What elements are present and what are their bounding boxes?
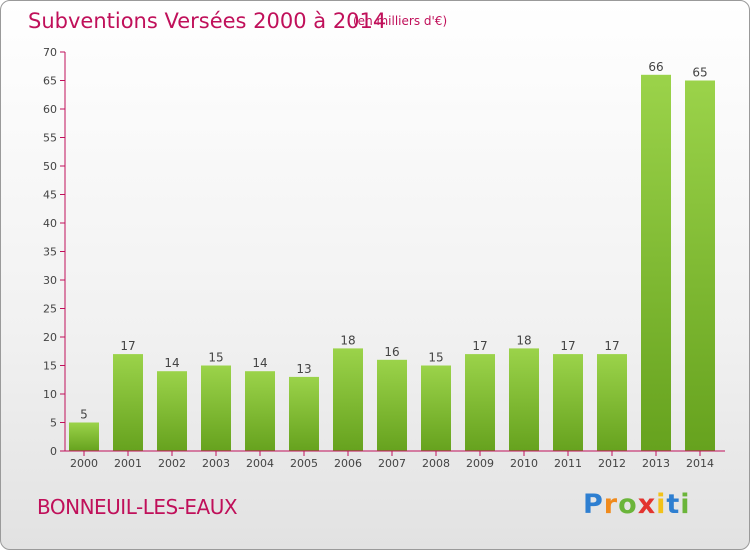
bar-value-label: 13: [296, 362, 311, 376]
logo-letter: i: [680, 489, 691, 520]
bar-value-label: 65: [692, 66, 707, 80]
x-tick-label: 2014: [686, 457, 714, 470]
x-tick-label: 2008: [422, 457, 450, 470]
x-tick-label: 2000: [70, 457, 98, 470]
bar-value-label: 66: [648, 60, 663, 74]
logo-letter: r: [603, 489, 619, 520]
bar-value-label: 17: [560, 339, 575, 353]
bar-2006[interactable]: [333, 348, 363, 451]
y-tick-label: 70: [43, 46, 57, 59]
bar-value-label: 15: [428, 351, 443, 365]
logo-letter: o: [618, 489, 638, 520]
bar-2005[interactable]: [289, 376, 319, 451]
logo-letter: i: [656, 489, 667, 520]
x-tick-label: 2013: [642, 457, 670, 470]
y-tick-label: 35: [43, 246, 57, 259]
bar-2011[interactable]: [553, 354, 583, 451]
x-tick-label: 2007: [378, 457, 406, 470]
logo-letter: P: [583, 489, 604, 520]
bar-2014[interactable]: [685, 80, 715, 452]
y-tick-label: 10: [43, 388, 57, 401]
x-tick-label: 2009: [466, 457, 494, 470]
bar-2008[interactable]: [421, 365, 451, 452]
logo-letter: x: [637, 489, 657, 520]
x-tick-label: 2005: [290, 457, 318, 470]
x-tick-label: 2006: [334, 457, 362, 470]
chart-title: Subventions Versées 2000 à 2014: [28, 9, 387, 33]
bar-2002[interactable]: [157, 371, 187, 451]
y-tick-label: 20: [43, 331, 57, 344]
y-tick-label: 65: [43, 75, 57, 88]
y-tick-label: 5: [50, 417, 57, 430]
bar-2003[interactable]: [201, 365, 231, 452]
x-tick-label: 2001: [114, 457, 142, 470]
y-tick-label: 50: [43, 160, 57, 173]
x-tick-label: 2004: [246, 457, 274, 470]
y-tick-label: 30: [43, 274, 57, 287]
bar-2000[interactable]: [69, 422, 99, 452]
bar-value-label: 17: [120, 339, 135, 353]
x-tick-label: 2003: [202, 457, 230, 470]
x-tick-label: 2002: [158, 457, 186, 470]
bar-value-label: 16: [384, 345, 399, 359]
y-tick-label: 15: [43, 360, 57, 373]
bar-2004[interactable]: [245, 371, 275, 451]
bar-2010[interactable]: [509, 348, 539, 451]
y-axis: 0 5 10 15 20 25 30 35 40 45 50 55 60 65 70: [43, 46, 66, 458]
bar-value-label: 15: [208, 351, 223, 365]
x-tick-label: 2011: [554, 457, 582, 470]
y-tick-label: 0: [50, 445, 57, 458]
bar-value-label: 18: [516, 333, 531, 347]
y-tick-label: 40: [43, 217, 57, 230]
bar-2001[interactable]: [113, 354, 143, 451]
x-tick-label: 2012: [598, 457, 626, 470]
bars: 5 17 14 15 14 13 18 16 15 17 18 17 17 66 65: [69, 60, 715, 452]
bar-2009[interactable]: [465, 354, 495, 451]
x-axis: 2000 2001 2002 2003 2004 2005 2006 2007 2008 2009…: [65, 450, 725, 470]
x-tick-label: 2010: [510, 457, 538, 470]
y-tick-label: 25: [43, 303, 57, 316]
logo-letter: t: [666, 489, 681, 520]
bar-value-label: 18: [340, 333, 355, 347]
y-tick-label: 55: [43, 132, 57, 145]
proxiti-logo[interactable]: Proxiti: [583, 489, 691, 520]
chart-subtitle: (en milliers d'€): [353, 14, 448, 28]
bar-value-label: 17: [604, 339, 619, 353]
bar-2013[interactable]: [641, 74, 671, 452]
bar-value-label: 14: [164, 356, 179, 370]
bar-value-label: 17: [472, 339, 487, 353]
bar-2012[interactable]: [597, 354, 627, 451]
bar-value-label: 14: [252, 356, 267, 370]
commune-name: BONNEUIL-LES-EAUX: [37, 495, 238, 519]
y-tick-label: 45: [43, 189, 57, 202]
bar-value-label: 5: [80, 408, 88, 422]
bar-2007[interactable]: [377, 359, 407, 451]
y-tick-label: 60: [43, 103, 57, 116]
